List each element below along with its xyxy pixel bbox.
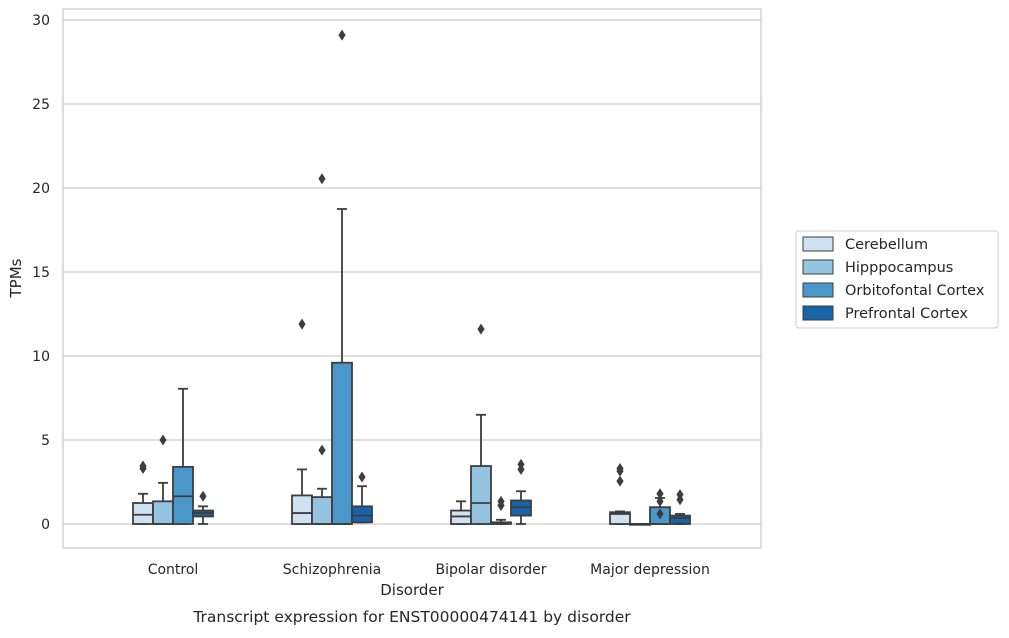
box-1-3 xyxy=(351,471,373,524)
y-axis-title: TPMs xyxy=(7,258,25,298)
box-2-0 xyxy=(450,500,472,525)
box-3-1 xyxy=(629,523,651,526)
x-tick-label: Major depression xyxy=(590,562,710,578)
boxes xyxy=(132,29,691,526)
box-0-2 xyxy=(172,387,194,525)
box-0-3 xyxy=(192,490,214,525)
x-tick-label: Schizophrenia xyxy=(283,562,381,578)
box-rect xyxy=(291,494,313,525)
box-1-0 xyxy=(291,318,313,525)
box-3-2 xyxy=(649,488,671,525)
outlier-point xyxy=(318,173,326,185)
box-rect xyxy=(311,496,333,525)
y-axis-ticks: 0 5 10 15 20 25 30 xyxy=(32,13,50,533)
box-3-0 xyxy=(609,463,631,525)
y-tick-label: 0 xyxy=(41,517,50,533)
box-rect xyxy=(351,505,373,524)
box-rect xyxy=(470,465,492,525)
outlier-point xyxy=(676,489,684,501)
y-tick-label: 20 xyxy=(32,181,50,197)
legend: Cerebellum Hipppocampus Orbitofontal Corte… xyxy=(795,230,999,329)
y-tick-label: 25 xyxy=(32,97,50,113)
outlier-point xyxy=(656,488,664,500)
x-axis-title: Disorder xyxy=(380,581,444,599)
outlier-point xyxy=(477,323,485,335)
box-rect xyxy=(669,514,691,525)
outlier-point xyxy=(358,471,366,483)
box-0-0 xyxy=(132,460,154,525)
box-rect xyxy=(152,500,174,525)
y-tick-label: 30 xyxy=(32,13,50,29)
legend-label: Hipppocampus xyxy=(845,260,953,276)
outlier-point xyxy=(199,490,207,502)
legend-swatch xyxy=(802,305,834,321)
outlier-point xyxy=(159,434,167,446)
box-3-3 xyxy=(669,489,691,525)
outlier-point xyxy=(656,508,664,520)
outlier-point xyxy=(656,495,664,507)
gridlines xyxy=(63,19,761,525)
outlier-point xyxy=(338,29,346,41)
outlier-point xyxy=(318,444,326,456)
outlier-point xyxy=(517,458,525,470)
box-rect xyxy=(132,502,154,525)
outlier-point xyxy=(616,463,624,475)
legend-label: Cerebellum xyxy=(845,237,928,253)
box-rect xyxy=(331,361,353,525)
legend-swatch xyxy=(802,236,834,252)
legend-swatch xyxy=(802,282,834,298)
x-tick-label: Bipolar disorder xyxy=(435,562,546,578)
x-tick-label: Control xyxy=(148,562,199,578)
legend-swatch xyxy=(802,259,834,275)
outlier-point xyxy=(298,318,306,330)
legend-frame xyxy=(795,230,999,329)
box-2-3 xyxy=(510,458,532,525)
y-tick-label: 10 xyxy=(32,349,50,365)
x-axis-ticks: Control Schizophrenia Bipolar disorder Majo… xyxy=(148,562,710,578)
box-0-1 xyxy=(152,434,174,525)
y-tick-label: 15 xyxy=(32,265,50,281)
plot-frame xyxy=(62,8,762,549)
legend-label: Prefrontal Cortex xyxy=(845,306,968,322)
box-1-1 xyxy=(311,173,333,525)
box-2-1 xyxy=(470,323,492,525)
chart-caption: Transcript expression for ENST0000047414… xyxy=(192,608,631,626)
outlier-point xyxy=(616,475,624,487)
outlier-point xyxy=(139,460,147,472)
legend-label: Orbitofontal Cortex xyxy=(845,283,985,299)
y-tick-label: 5 xyxy=(41,433,50,449)
outlier-point xyxy=(497,495,505,507)
box-rect xyxy=(609,511,631,525)
box-2-2 xyxy=(490,495,512,525)
box-1-2 xyxy=(331,29,353,525)
